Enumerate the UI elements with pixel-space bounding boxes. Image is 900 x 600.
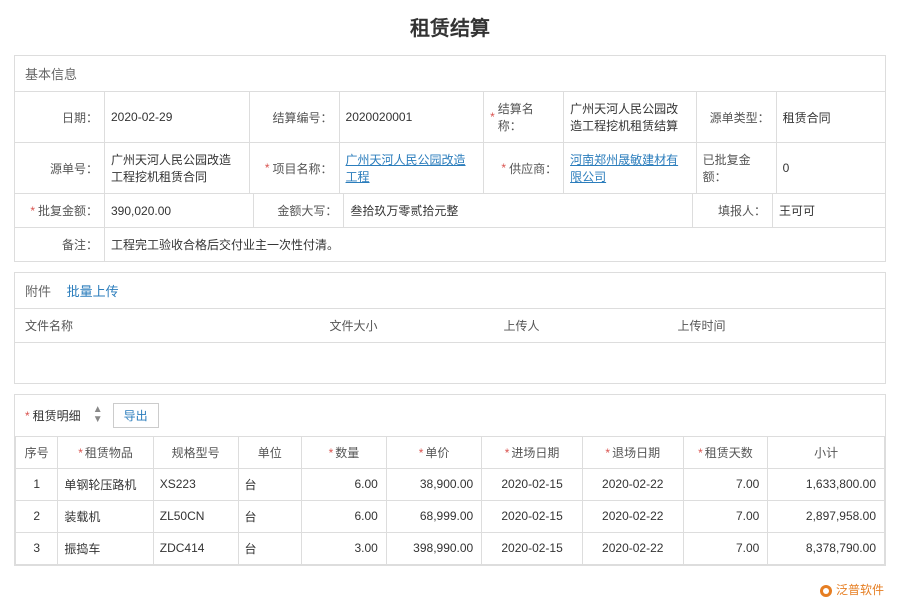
filler-value: 王可可 xyxy=(773,193,885,227)
col-unit: 单位 xyxy=(238,436,302,468)
approved-value: 0 xyxy=(777,142,885,193)
attach-col-size: 文件大小 xyxy=(320,309,494,343)
attach-col-uploader: 上传人 xyxy=(494,309,668,343)
settle-no-value: 2020020001 xyxy=(340,91,485,142)
approved-label: 已批复金额： xyxy=(697,142,777,193)
col-seq: 序号 xyxy=(16,436,58,468)
col-out: 退场日期 xyxy=(582,436,683,468)
export-button[interactable]: 导出 xyxy=(113,403,159,428)
col-days: 租赁天数 xyxy=(683,436,768,468)
remark-value: 工程完工验收合格后交付业主一次性付清。 xyxy=(105,227,885,261)
basic-info-header: 基本信息 xyxy=(15,56,885,91)
settle-name-label: 结算名称： xyxy=(484,91,564,142)
col-subtotal: 小计 xyxy=(768,436,885,468)
basic-info-panel: 基本信息 日期： 2020-02-29 结算编号： 2020020001 结算名… xyxy=(14,55,886,262)
attachment-header: 附件 xyxy=(25,284,51,299)
col-in: 进场日期 xyxy=(482,436,583,468)
project-link[interactable]: 广州天河人民公园改造工程 xyxy=(346,151,478,185)
detail-header: 租赁明细 xyxy=(25,407,81,424)
src-type-value: 租赁合同 xyxy=(777,91,885,142)
logo-icon xyxy=(819,584,833,598)
detail-panel: 租赁明细 ▲▼ 导出 序号 租赁物品 规格型号 单位 数量 单价 进场日期 退场… xyxy=(14,394,886,566)
col-price: 单价 xyxy=(386,436,481,468)
date-value: 2020-02-29 xyxy=(105,91,250,142)
settle-name-value: 广州天河人民公园改造工程挖机租赁结算 xyxy=(564,91,697,142)
supplier-label: 供应商： xyxy=(484,142,564,193)
src-type-label: 源单类型： xyxy=(697,91,777,142)
brand-logo: 泛普软件 xyxy=(819,581,884,598)
attach-empty-row xyxy=(15,343,885,383)
amt-cn-label: 金额大写： xyxy=(254,193,344,227)
col-item: 租赁物品 xyxy=(58,436,153,468)
attachment-panel: 附件 批量上传 文件名称 文件大小 上传人 上传时间 xyxy=(14,272,886,384)
sort-icon[interactable]: ▲▼ xyxy=(93,405,103,425)
batch-upload-link[interactable]: 批量上传 xyxy=(67,284,119,299)
supplier-link[interactable]: 河南郑州晟敏建材有限公司 xyxy=(570,151,690,185)
detail-table: 序号 租赁物品 规格型号 单位 数量 单价 进场日期 退场日期 租赁天数 小计 … xyxy=(15,436,885,565)
date-label: 日期： xyxy=(15,91,105,142)
remark-label: 备注： xyxy=(15,227,105,261)
filler-label: 填报人： xyxy=(693,193,773,227)
table-row: 1单钢轮压路机XS223台6.0038,900.002020-02-152020… xyxy=(16,468,885,500)
col-qty: 数量 xyxy=(302,436,387,468)
col-spec: 规格型号 xyxy=(153,436,238,468)
amt-cn-value: 叁拾玖万零贰拾元整 xyxy=(344,193,693,227)
table-row: 3振捣车ZDC414台3.00398,990.002020-02-152020-… xyxy=(16,532,885,564)
src-no-value: 广州天河人民公园改造工程挖机租赁合同 xyxy=(105,142,250,193)
reply-amt-value: 390,020.00 xyxy=(105,193,254,227)
settle-no-label: 结算编号： xyxy=(250,91,340,142)
reply-amt-label: 批复金额： xyxy=(15,193,105,227)
src-no-label: 源单号： xyxy=(15,142,105,193)
table-row: 2装载机ZL50CN台6.0068,999.002020-02-152020-0… xyxy=(16,500,885,532)
project-label: 项目名称： xyxy=(250,142,340,193)
page-title: 租赁结算 xyxy=(0,0,900,55)
attach-col-name: 文件名称 xyxy=(15,309,320,343)
attachment-table: 文件名称 文件大小 上传人 上传时间 xyxy=(15,308,885,383)
attach-col-time: 上传时间 xyxy=(668,309,886,343)
